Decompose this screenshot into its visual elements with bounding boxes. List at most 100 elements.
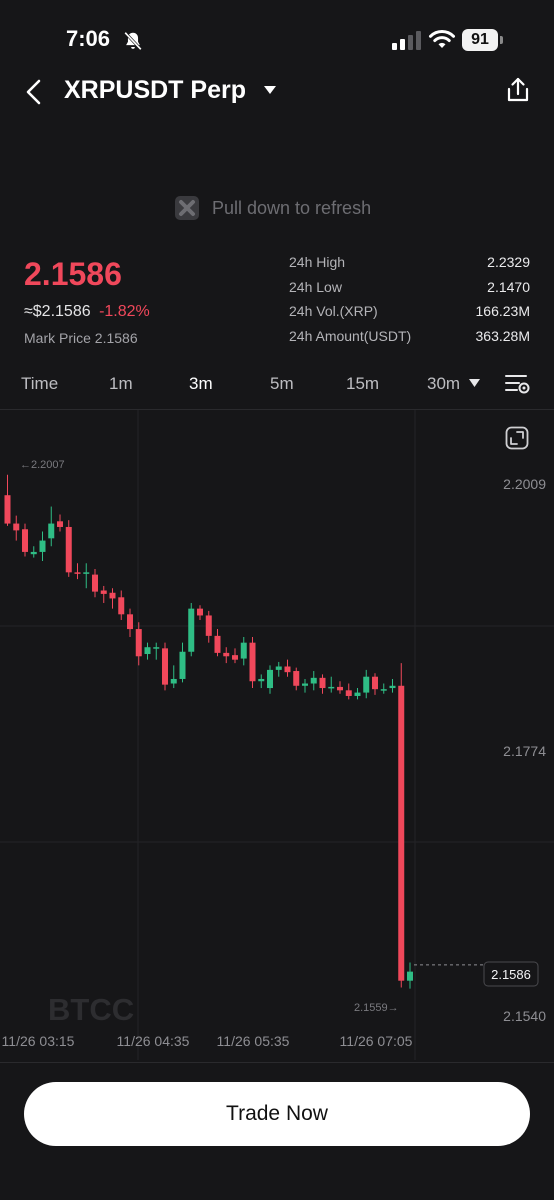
last-price: 2.1586 xyxy=(24,256,122,292)
stats-panel: 24h High 2.2329 24h Low 2.1470 24h Vol.(… xyxy=(289,252,530,350)
y-tick-label: 2.1774 xyxy=(503,743,546,759)
share-icon[interactable] xyxy=(504,76,532,104)
x-tick-label: 11/26 07:05 xyxy=(340,1033,413,1049)
candle-body xyxy=(109,592,116,599)
stat-value: 166.23M xyxy=(475,303,530,319)
symbol-title[interactable]: XRPUSDT Perp xyxy=(64,76,246,104)
candle-body xyxy=(100,590,107,594)
chart-labels: BTCC 2.2009 2.1774 2.1540 11/26 03:15 11… xyxy=(2,459,547,1049)
candle-body xyxy=(328,686,335,689)
last-price-tag xyxy=(483,961,539,987)
tab-15m[interactable]: 15m xyxy=(346,374,380,393)
candle-body xyxy=(293,671,300,686)
candle-body xyxy=(310,677,317,684)
interval-dropdown-caret-icon[interactable] xyxy=(469,379,480,388)
stat-label: 24h High xyxy=(289,254,346,270)
candle-body xyxy=(13,523,20,531)
candle-body xyxy=(407,971,413,981)
back-chevron-icon[interactable] xyxy=(22,78,46,106)
stat-label: 24h Vol.(XRP) xyxy=(289,303,378,319)
trade-now-button[interactable]: Trade Now xyxy=(24,1082,530,1146)
battery-icon: 91 xyxy=(462,29,504,51)
candle-body xyxy=(214,635,221,653)
candle-body xyxy=(118,597,125,615)
candle-body xyxy=(275,666,282,670)
x-tick-label: 11/26 04:35 xyxy=(117,1033,190,1049)
candle-body xyxy=(267,669,273,689)
candle-body xyxy=(92,574,98,592)
candle-body xyxy=(205,615,212,636)
y-tick-label: 2.1540 xyxy=(503,1008,546,1024)
chart-settings-icon[interactable] xyxy=(505,373,531,395)
candle-body xyxy=(179,651,186,679)
watermark-text: BTCC xyxy=(48,992,134,1027)
candle-body xyxy=(135,629,142,657)
chart-grid xyxy=(0,410,554,1060)
stat-row-24h-vol: 24h Vol.(XRP) 166.23M xyxy=(289,301,530,326)
candle-body xyxy=(258,678,265,682)
candle-body xyxy=(74,572,81,574)
candle-body xyxy=(354,692,361,696)
x-tick-label: 11/26 05:35 xyxy=(217,1033,290,1049)
candle-body xyxy=(345,690,352,696)
stat-value: 2.1470 xyxy=(487,278,530,295)
btcc-logo-icon xyxy=(175,196,199,220)
candle-body xyxy=(363,676,370,693)
candle-body xyxy=(240,642,247,659)
symbol-dropdown-caret-icon[interactable] xyxy=(264,86,276,96)
candle-body xyxy=(398,685,405,981)
mark-price: Mark Price 2.1586 xyxy=(24,330,138,346)
candle-body xyxy=(197,608,203,616)
tabs-divider xyxy=(0,409,554,410)
candle-body xyxy=(162,648,168,685)
candle-body xyxy=(319,677,326,689)
candle-body xyxy=(372,676,378,690)
stat-label: 24h Low xyxy=(289,278,342,295)
tab-time[interactable]: Time xyxy=(21,374,59,393)
candle-body xyxy=(380,689,387,691)
candle-body xyxy=(170,678,177,684)
candle-body xyxy=(65,526,72,573)
candle-body xyxy=(39,540,46,552)
candle-body xyxy=(302,683,308,686)
candle-body xyxy=(22,529,28,552)
candle-body xyxy=(284,666,291,673)
candle-body xyxy=(127,614,133,630)
expand-chart-icon[interactable] xyxy=(505,426,529,450)
tab-30m[interactable]: 30m xyxy=(427,374,461,393)
high-marker-label: ←2.2007 xyxy=(20,459,65,471)
candle-body xyxy=(153,647,160,649)
stat-row-24h-high: 24h High 2.2329 xyxy=(289,252,530,277)
candle-body xyxy=(337,686,343,691)
stat-row-24h-low: 24h Low 2.1470 xyxy=(289,277,530,302)
x-tick-label: 11/26 03:15 xyxy=(2,1033,75,1049)
bell-muted-icon xyxy=(124,31,142,51)
tab-3m[interactable]: 3m xyxy=(189,374,213,393)
candle-body xyxy=(83,572,90,574)
stat-row-24h-amount: 24h Amount(USDT) 363.28M xyxy=(289,326,530,351)
tab-5m[interactable]: 5m xyxy=(270,374,294,393)
candle-body xyxy=(48,523,55,539)
stat-value: 2.2329 xyxy=(487,254,530,270)
chart-bottom-divider xyxy=(0,1062,554,1063)
candles xyxy=(4,474,484,989)
interval-tabs: Time 1m 3m 5m 15m 30m xyxy=(0,364,554,404)
stat-label: 24h Amount(USDT) xyxy=(289,327,412,344)
stat-value: 363.28M xyxy=(475,327,530,344)
candle-body xyxy=(144,647,151,655)
tab-1m[interactable]: 1m xyxy=(109,374,133,393)
price-approx-row: ≈$2.1586 -1.82% xyxy=(24,303,150,321)
battery-level: 91 xyxy=(462,29,498,51)
candle-body xyxy=(57,521,63,527)
pull-to-refresh-hint: Pull down to refresh xyxy=(174,195,371,221)
last-price-tag-text: 2.1586 xyxy=(491,967,531,982)
candle-body xyxy=(223,652,230,657)
candle-body xyxy=(232,655,238,660)
candlestick-chart[interactable]: BTCC 2.2009 2.1774 2.1540 11/26 03:15 11… xyxy=(0,410,554,1060)
status-time: 7:06 xyxy=(66,26,111,51)
candle-body xyxy=(249,642,256,682)
candle-body xyxy=(389,685,396,689)
low-marker-label: 2.1559→ xyxy=(354,1002,399,1014)
price-change-percent: -1.82% xyxy=(99,303,150,320)
candle-body xyxy=(4,495,11,524)
